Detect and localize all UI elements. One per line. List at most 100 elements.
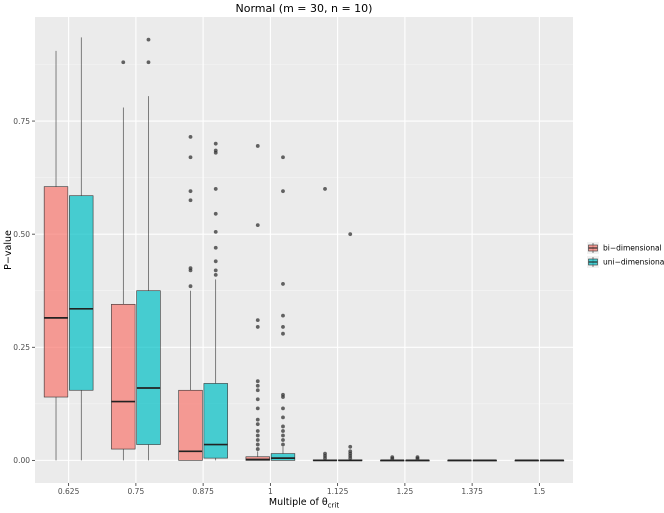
legend-label: uni−dimensional xyxy=(603,258,664,267)
outlier-point xyxy=(255,417,260,422)
grid-layer xyxy=(35,17,573,483)
outlier-point xyxy=(213,141,218,146)
box-group xyxy=(338,232,363,462)
outlier-point xyxy=(281,429,285,433)
outlier-point xyxy=(255,447,260,451)
outlier-point xyxy=(255,223,260,228)
box-group xyxy=(203,141,228,461)
box-layer xyxy=(43,37,565,462)
box-group xyxy=(539,459,565,462)
outlier-point xyxy=(323,451,327,456)
x-tick-label: 0.75 xyxy=(128,487,145,496)
outlier-point xyxy=(213,187,218,191)
outlier-point xyxy=(281,442,285,447)
box-group xyxy=(245,144,270,461)
outlier-point xyxy=(255,325,260,329)
outlier-point xyxy=(213,148,218,153)
x-tick-label: 1.125 xyxy=(327,487,349,496)
x-tick-label: 1.375 xyxy=(461,487,483,496)
outlier-point xyxy=(255,388,260,393)
outlier-point xyxy=(281,438,285,442)
box-group xyxy=(514,459,539,462)
outlier-point xyxy=(213,272,218,277)
outlier-point xyxy=(281,392,285,397)
outlier-point xyxy=(255,318,260,323)
outlier-point xyxy=(281,424,285,429)
outlier-point xyxy=(281,415,285,420)
outlier-point xyxy=(348,449,353,454)
y-tick-label: 0.25 xyxy=(13,343,30,352)
outlier-point xyxy=(213,230,218,234)
box-group xyxy=(270,155,296,461)
x-tick-label: 1.5 xyxy=(533,487,545,496)
outlier-point xyxy=(188,189,193,194)
outlier-point xyxy=(146,60,151,65)
box-iqr xyxy=(178,389,203,461)
x-tick-label: 0.625 xyxy=(58,487,80,496)
outlier-point xyxy=(255,379,260,384)
outlier-point xyxy=(255,422,260,427)
box-group xyxy=(178,134,203,461)
y-tick-label: 0.75 xyxy=(13,117,30,126)
outlier-point xyxy=(121,60,126,65)
outlier-point xyxy=(281,433,285,438)
outlier-point xyxy=(188,198,193,203)
box-group xyxy=(43,50,69,461)
chart-title: Normal (m = 30, n = 10) xyxy=(236,2,373,15)
x-axis-title: Multiple of θcrit xyxy=(269,497,339,510)
legend: bi−dimensional uni−dimensional xyxy=(587,242,664,268)
outlier-point xyxy=(415,455,420,460)
x-axis: 0.625 0.75 0.875 1 1.125 1.25 1.375 1.5 xyxy=(58,483,546,496)
box-group xyxy=(312,187,338,462)
outlier-point xyxy=(390,455,395,460)
outlier-point xyxy=(281,331,285,336)
x-tick-label: 0.875 xyxy=(192,487,214,496)
box-iqr xyxy=(69,195,94,391)
outlier-point xyxy=(213,245,218,250)
outlier-point xyxy=(188,155,193,160)
outlier-point xyxy=(255,433,260,438)
box-group xyxy=(472,459,497,462)
box-group xyxy=(111,60,136,461)
y-axis: 0.00 0.25 0.50 0.75 xyxy=(13,117,35,465)
box-iqr xyxy=(43,186,69,398)
box-iqr xyxy=(136,290,161,445)
x-axis-title-main: Multiple of θ xyxy=(269,497,328,508)
x-tick-label: 1 xyxy=(268,487,273,496)
box-group xyxy=(136,37,161,461)
outlier-point xyxy=(213,268,218,273)
outlier-point xyxy=(281,282,285,286)
box-iqr xyxy=(270,453,296,461)
outlier-point xyxy=(348,444,353,449)
outlier-point xyxy=(281,313,285,318)
box-group xyxy=(405,455,430,462)
y-tick-label: 0.50 xyxy=(13,230,30,239)
box-group xyxy=(447,459,472,462)
y-tick-label: 0.00 xyxy=(13,456,30,465)
outlier-point xyxy=(255,442,260,447)
outlier-point xyxy=(281,325,285,329)
box-group xyxy=(380,455,405,462)
legend-label: bi−dimensional xyxy=(603,244,662,253)
outlier-point xyxy=(348,232,353,237)
outlier-point xyxy=(255,144,260,148)
outlier-point xyxy=(255,429,260,433)
y-axis-title: P−value xyxy=(3,230,14,270)
outlier-point xyxy=(188,266,193,270)
outlier-point xyxy=(255,406,260,411)
x-axis-title-sub: crit xyxy=(328,502,340,510)
outlier-point xyxy=(255,383,260,388)
outlier-point xyxy=(323,187,327,191)
outlier-point xyxy=(281,155,285,160)
outlier-point xyxy=(255,438,260,442)
box-iqr xyxy=(245,456,270,461)
outlier-point xyxy=(255,397,260,402)
box-iqr xyxy=(111,303,136,450)
outlier-point xyxy=(213,211,218,216)
outlier-point xyxy=(146,37,151,42)
outlier-point xyxy=(188,284,193,289)
outlier-point xyxy=(188,134,193,139)
box-iqr xyxy=(203,383,228,459)
